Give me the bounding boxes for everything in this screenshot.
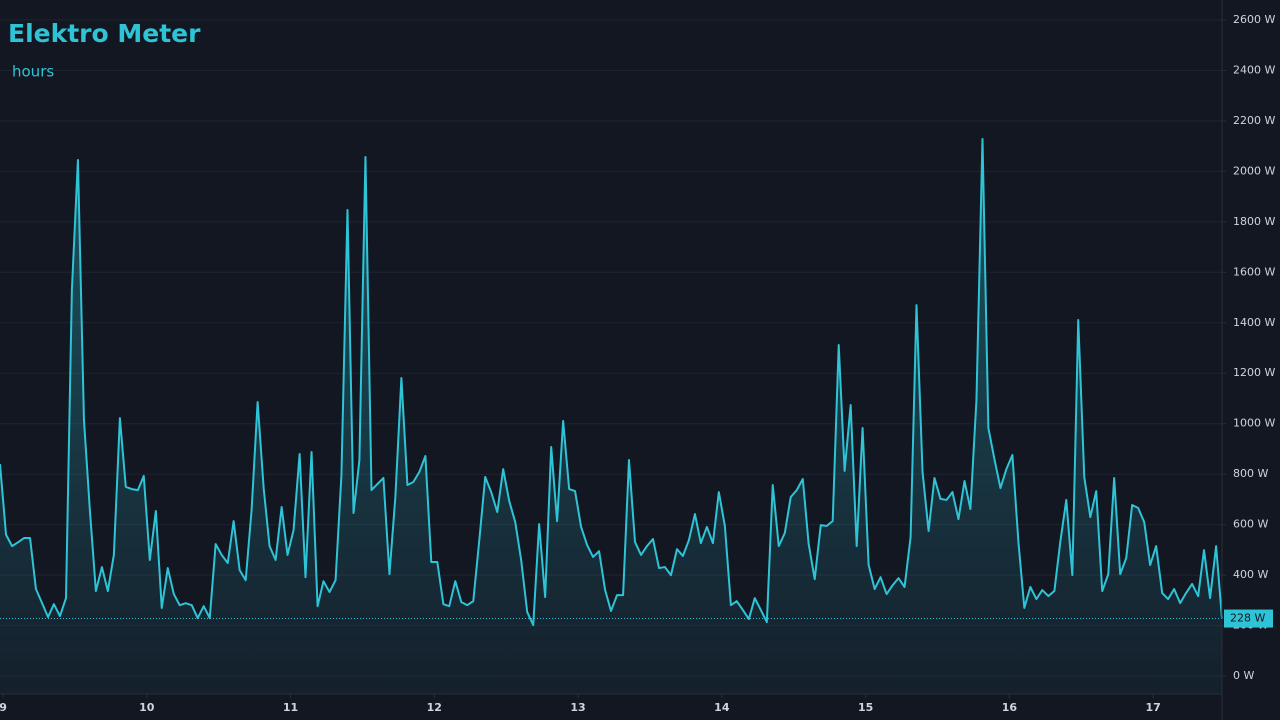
y-tick-label: 600 W [1233, 518, 1268, 531]
y-tick-label: 2200 W [1233, 114, 1275, 127]
y-tick-label: 1000 W [1233, 417, 1275, 430]
x-tick-label: 10 [139, 701, 155, 714]
y-tick-label: 2600 W [1233, 13, 1275, 26]
data-line [0, 138, 1223, 627]
current-value-box [1224, 609, 1273, 628]
y-tick-label: 400 W [1233, 568, 1268, 581]
x-tick-label: 11 [283, 701, 298, 714]
y-tick-label: 1200 W [1233, 366, 1275, 379]
chart-title: Elektro Meter [8, 19, 201, 48]
x-tick-label: 13 [570, 701, 585, 714]
x-tick-label: 15 [858, 701, 873, 714]
y-tick-label: 1400 W [1233, 316, 1275, 329]
y-tick-label: 0 W [1233, 669, 1254, 682]
y-tick-label: 1600 W [1233, 265, 1275, 278]
y-tick-label: 1800 W [1233, 215, 1275, 228]
area-fill [0, 139, 1222, 695]
y-tick-label: 2000 W [1233, 164, 1275, 177]
x-tick-label: 9 [0, 701, 7, 714]
x-tick-label: 16 [1002, 701, 1018, 714]
x-tick-label: 12 [427, 701, 442, 714]
current-value-label: 228 W [1230, 612, 1265, 625]
y-tick-label: 800 W [1233, 467, 1268, 480]
chart-subtitle: hours [12, 63, 54, 81]
x-tick-label: 17 [1145, 701, 1160, 714]
x-tick-label: 14 [714, 701, 730, 714]
y-tick-label: 2400 W [1233, 63, 1275, 76]
